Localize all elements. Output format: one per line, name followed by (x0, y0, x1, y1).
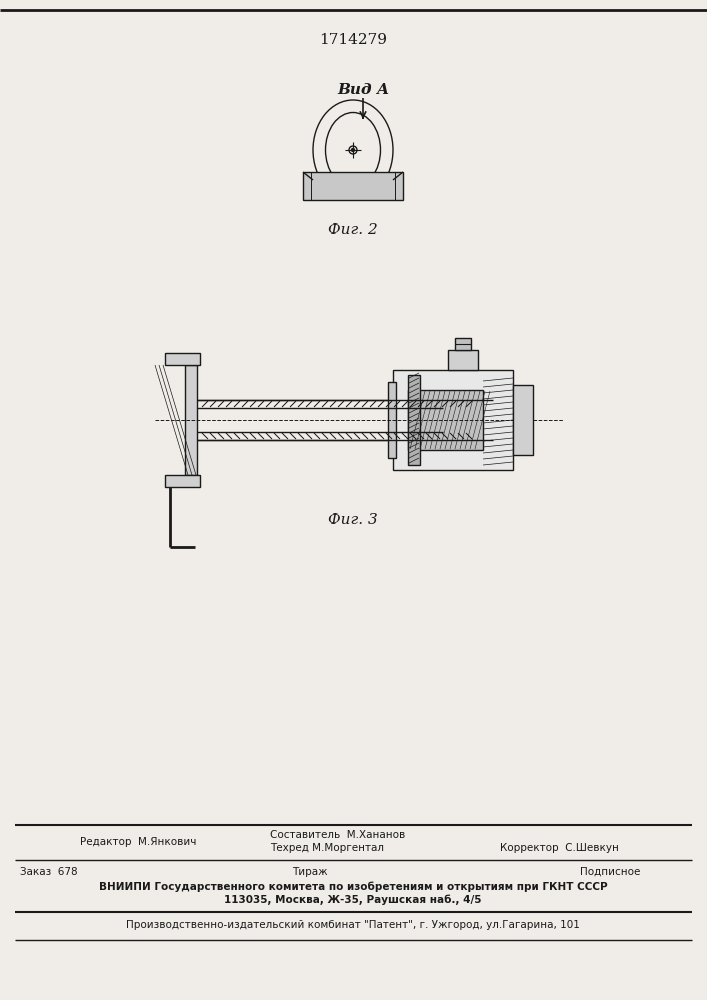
Text: Корректор  С.Шевкун: Корректор С.Шевкун (500, 843, 619, 853)
Bar (303, 172, 403, 200)
Text: Тираж: Тираж (292, 867, 328, 877)
Text: 1714279: 1714279 (319, 33, 387, 47)
Bar (393, 370, 513, 470)
Bar (165, 475, 200, 487)
Text: Производственно-издательский комбинат "Патент", г. Ужгород, ул.Гагарина, 101: Производственно-издательский комбинат "П… (126, 920, 580, 930)
Text: 113035, Москва, Ж-35, Раушская наб., 4/5: 113035, Москва, Ж-35, Раушская наб., 4/5 (224, 895, 481, 905)
Bar (513, 385, 533, 455)
Bar (165, 353, 200, 365)
Text: Составитель  М.Хананов: Составитель М.Хананов (270, 830, 405, 840)
Bar (408, 375, 420, 465)
Text: Фиг. 2: Фиг. 2 (328, 223, 378, 237)
Text: Заказ  678: Заказ 678 (20, 867, 78, 877)
Bar (185, 365, 197, 475)
Bar (388, 382, 396, 458)
Text: Подписное: Подписное (580, 867, 641, 877)
Bar (408, 390, 483, 450)
Text: Вид А: Вид А (337, 83, 389, 97)
Text: ВНИИПИ Государственного комитета по изобретениям и открытиям при ГКНТ СССР: ВНИИПИ Государственного комитета по изоб… (99, 882, 607, 892)
Text: Техред М.Моргентал: Техред М.Моргентал (270, 843, 384, 853)
Text: Фиг. 3: Фиг. 3 (328, 513, 378, 527)
Bar (448, 350, 478, 370)
Text: Редактор  М.Янкович: Редактор М.Янкович (80, 837, 197, 847)
Bar (455, 338, 471, 350)
Circle shape (351, 148, 354, 151)
